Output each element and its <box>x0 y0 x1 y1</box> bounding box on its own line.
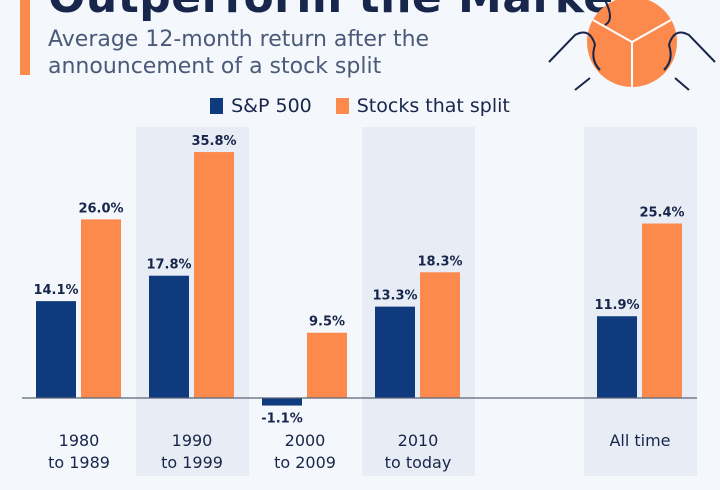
data-label: 26.0% <box>78 201 123 216</box>
legend-item-sp500: S&P 500 <box>210 95 312 117</box>
bar-split <box>194 152 234 398</box>
bar-sp500 <box>597 316 637 398</box>
data-label: 11.9% <box>594 298 639 313</box>
data-label: 18.3% <box>417 254 462 269</box>
data-label: 25.4% <box>639 206 684 221</box>
category-label: 2010 <box>398 431 439 450</box>
bar-sp500 <box>149 275 189 398</box>
bar-sp500 <box>375 306 415 398</box>
chart-title: Outperform the Market <box>48 0 635 23</box>
category-label: 1980 <box>59 431 100 450</box>
category-label: All time <box>609 431 670 450</box>
bar-split <box>420 272 460 398</box>
subtitle-line-2: announcement of a stock split <box>48 54 382 79</box>
chart-legend: S&P 500 Stocks that split <box>0 95 720 117</box>
bar-sp500 <box>36 301 76 398</box>
category-label: 1990 <box>172 431 213 450</box>
category-label: to today <box>385 453 452 472</box>
category-label: to 1999 <box>161 453 223 472</box>
category-label: 2000 <box>285 431 326 450</box>
data-label: 17.8% <box>146 258 191 273</box>
bar-split <box>81 219 121 398</box>
data-label: 9.5% <box>309 315 345 330</box>
category-label: to 1989 <box>48 453 110 472</box>
legend-swatch-sp500 <box>210 98 224 114</box>
chart-subtitle: Average 12-month return after the announ… <box>48 26 508 80</box>
category-label: to 2009 <box>274 453 336 472</box>
legend-swatch-split <box>335 98 349 114</box>
legend-item-split: Stocks that split <box>335 95 510 117</box>
subtitle-line-1: Average 12-month return after the <box>48 27 430 52</box>
legend-label-split: Stocks that split <box>356 95 510 117</box>
bar-split <box>642 223 682 398</box>
data-label: 35.8% <box>191 134 236 149</box>
legend-label-sp500: S&P 500 <box>231 95 312 117</box>
split-pie-hands-icon <box>548 0 716 91</box>
title-accent-bar <box>20 0 30 75</box>
bar-sp500 <box>262 398 302 406</box>
bar-split <box>307 332 347 398</box>
data-label: 13.3% <box>372 289 417 304</box>
data-label: -1.1% <box>261 412 302 427</box>
data-label: 14.1% <box>33 283 78 298</box>
